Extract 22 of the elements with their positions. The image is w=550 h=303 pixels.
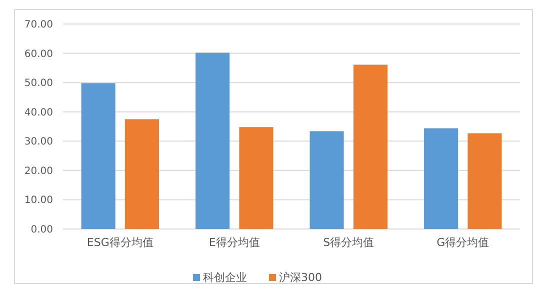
x-tick-label: E得分均值: [208, 236, 260, 249]
y-tick-label: 30.00: [24, 136, 53, 148]
bar: [81, 83, 116, 229]
y-tick-label: 40.00: [24, 107, 53, 118]
y-tick-label: 10.00: [24, 195, 53, 206]
bar: [310, 131, 344, 229]
bar: [353, 64, 388, 229]
x-tick-label: ESG得分均值: [86, 236, 154, 249]
bar: [468, 133, 502, 229]
x-tick-label: S得分均值: [323, 236, 374, 249]
bar: [196, 52, 230, 229]
legend-label: 沪深300: [279, 271, 322, 284]
y-tick-label: 0.00: [30, 224, 53, 236]
legend-label: 科创企业: [203, 271, 247, 284]
x-tick-label: G得分均值: [436, 236, 490, 249]
bar: [424, 128, 458, 229]
y-tick-label: 20.00: [24, 166, 53, 177]
y-tick-label: 70.00: [24, 20, 53, 30]
y-tick-label: 50.00: [24, 78, 53, 90]
y-tick-label: 60.00: [24, 48, 53, 60]
bar: [239, 127, 274, 229]
bar: [124, 119, 159, 229]
